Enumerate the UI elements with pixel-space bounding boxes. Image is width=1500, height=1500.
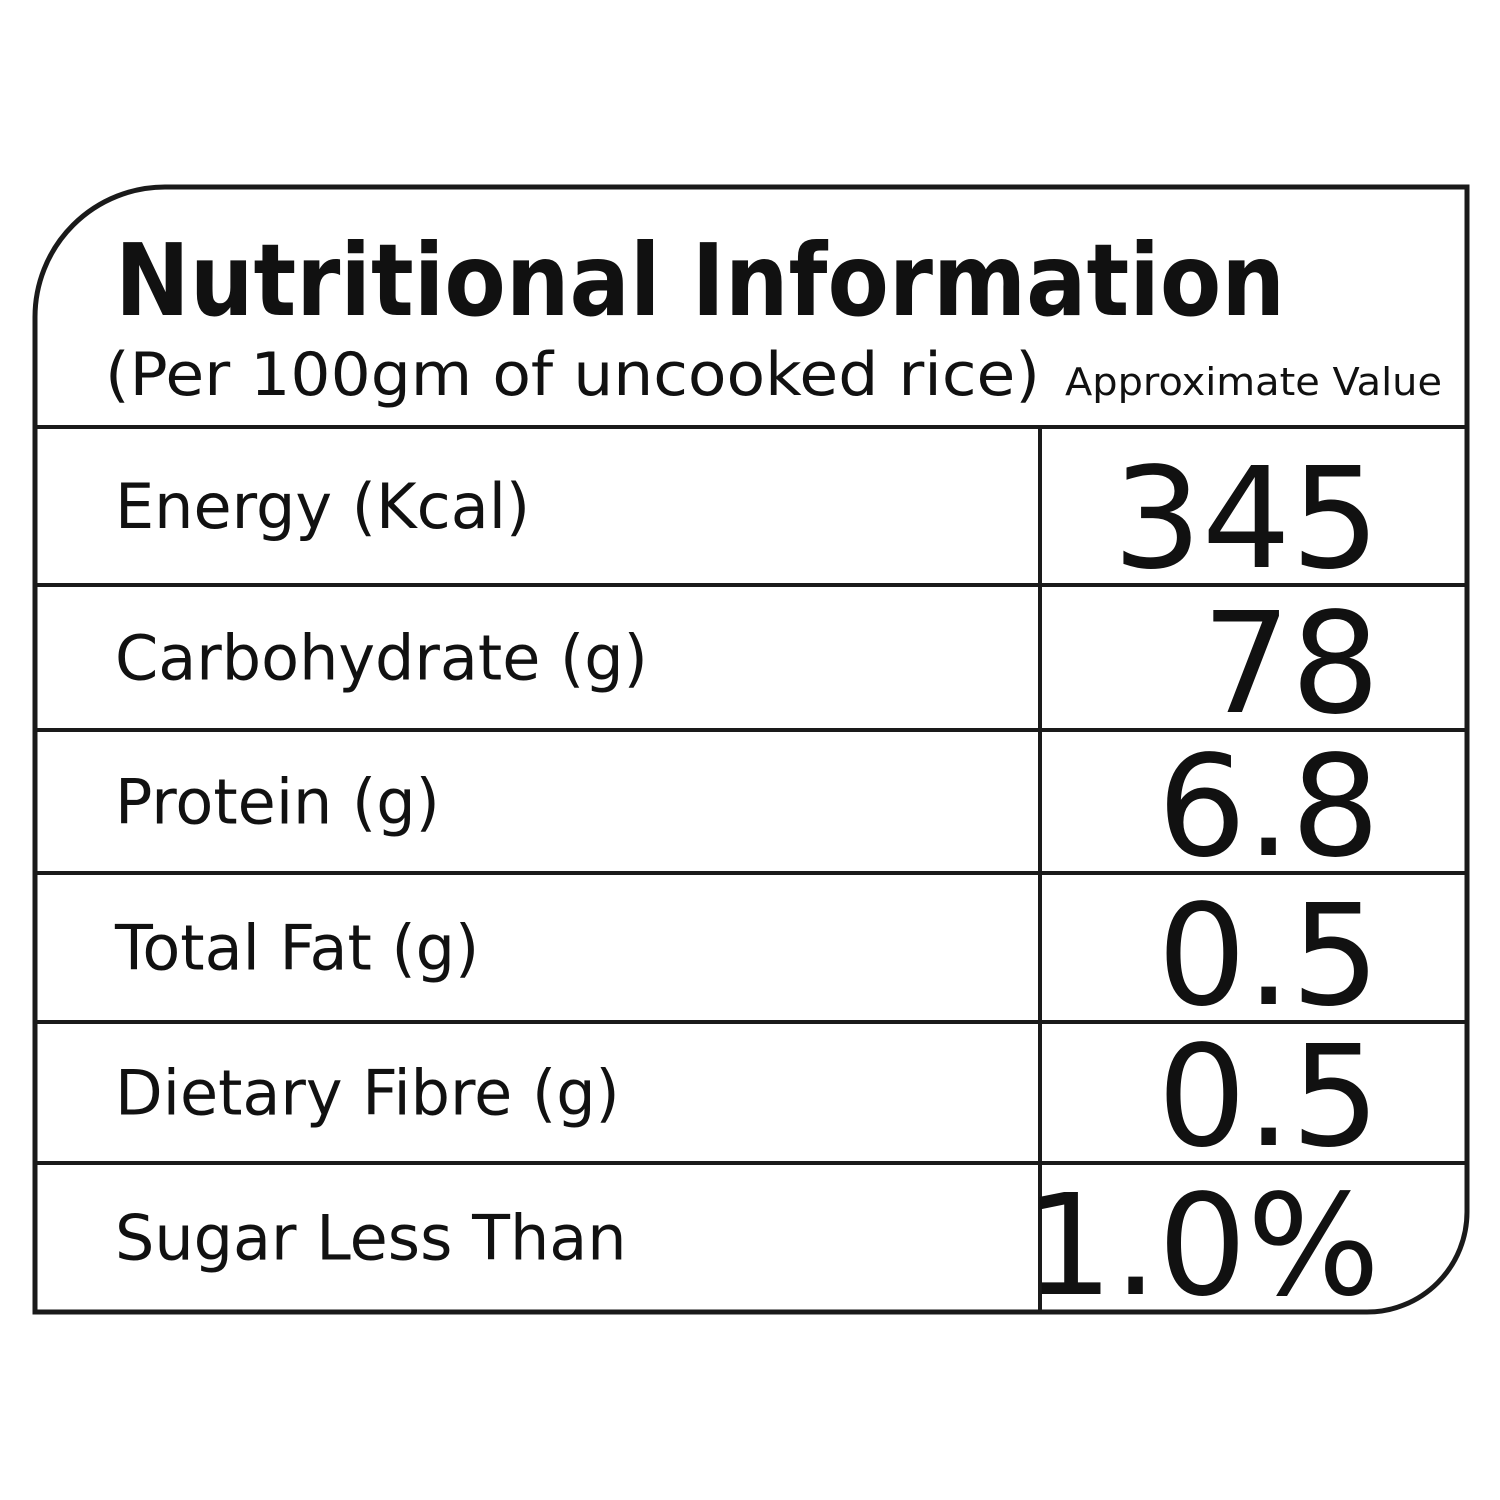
row-value: 78 bbox=[1202, 583, 1380, 746]
rows: Energy (Kcal) 345 Carbohydrate (g) 78 Protei… bbox=[35, 438, 1467, 1328]
row-value: 1.0% bbox=[1024, 1165, 1380, 1328]
subtitle: (Per 100gm of uncooked rice) bbox=[105, 340, 1040, 410]
row-value: 345 bbox=[1113, 438, 1380, 601]
column-label: Approximate Value bbox=[1065, 360, 1442, 404]
row-value: 0.5 bbox=[1157, 875, 1380, 1038]
row-label: Sugar Less Than bbox=[115, 1202, 627, 1275]
row-label: Carbohydrate (g) bbox=[115, 622, 648, 695]
title: Nutritional Information bbox=[115, 222, 1285, 339]
row-label: Total Fat (g) bbox=[114, 912, 479, 985]
row-label: Protein (g) bbox=[115, 766, 440, 839]
row-value: 0.5 bbox=[1157, 1016, 1380, 1179]
label-border bbox=[32, 184, 1470, 1315]
row-label: Energy (Kcal) bbox=[115, 470, 530, 543]
row-label: Dietary Fibre (g) bbox=[115, 1057, 620, 1130]
row-value: 6.8 bbox=[1157, 726, 1380, 889]
